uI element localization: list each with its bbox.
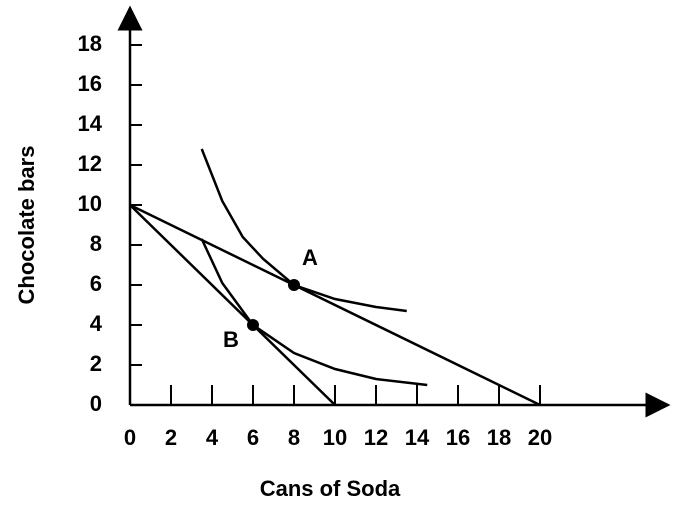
x-tick-label: 0 <box>124 425 136 450</box>
point <box>247 319 259 331</box>
y-tick-label: 14 <box>78 111 103 136</box>
series-line <box>200 148 407 313</box>
x-axis-label: Cans of Soda <box>260 476 401 501</box>
y-tick-label: 12 <box>78 151 102 176</box>
x-tick-label: 12 <box>364 425 388 450</box>
x-tick-label: 14 <box>405 425 430 450</box>
x-tick-label: 18 <box>487 425 511 450</box>
point <box>288 279 300 291</box>
y-tick-label: 10 <box>78 191 102 216</box>
series-line <box>200 238 428 387</box>
x-tick-label: 20 <box>528 425 552 450</box>
y-tick-label: 8 <box>90 231 102 256</box>
series-line <box>129 204 336 406</box>
x-tick-label: 2 <box>165 425 177 450</box>
x-tick-label: 10 <box>323 425 347 450</box>
y-tick-label: 2 <box>90 351 102 376</box>
y-tick-label: 18 <box>78 31 102 56</box>
series-line <box>129 203 541 407</box>
x-tick-label: 16 <box>446 425 470 450</box>
y-tick-label: 0 <box>90 391 102 416</box>
x-tick-label: 4 <box>206 425 219 450</box>
y-axis-label: Chocolate bars <box>14 146 39 305</box>
y-tick-label: 16 <box>78 71 102 96</box>
x-tick-label: 8 <box>288 425 300 450</box>
y-tick-label: 6 <box>90 271 102 296</box>
point-label: B <box>223 327 239 352</box>
x-tick-label: 6 <box>247 425 259 450</box>
point-label: A <box>302 245 318 270</box>
y-tick-label: 4 <box>90 311 103 336</box>
